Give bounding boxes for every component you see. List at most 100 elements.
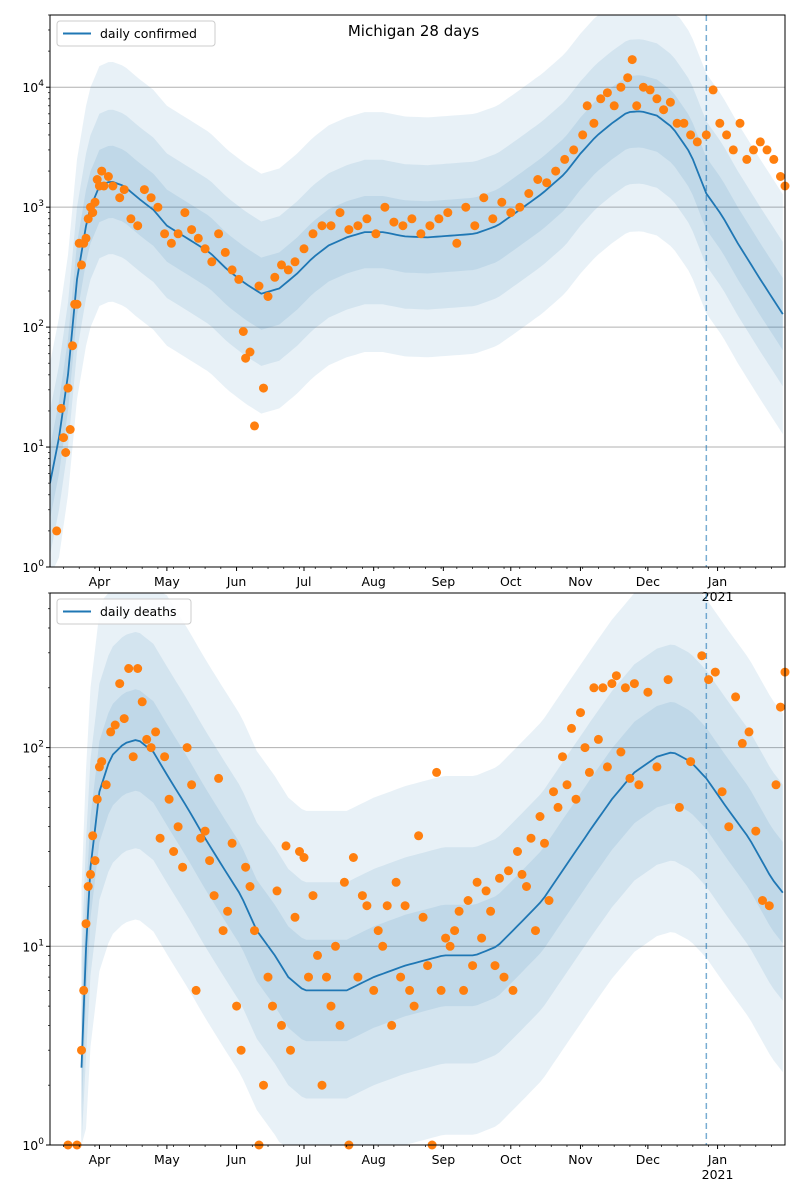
- data-point: [214, 773, 224, 783]
- data-point: [339, 877, 349, 887]
- data-point: [560, 154, 570, 164]
- data-point: [531, 926, 540, 936]
- data-point: [382, 901, 392, 911]
- data-point: [133, 221, 143, 231]
- data-point: [196, 833, 206, 843]
- data-point: [710, 667, 720, 677]
- data-point: [380, 202, 390, 212]
- data-point: [488, 214, 498, 224]
- data-point: [331, 941, 340, 951]
- data-point: [259, 1080, 268, 1090]
- data-point: [776, 172, 785, 181]
- data-point: [110, 720, 120, 730]
- data-point: [236, 1045, 246, 1055]
- data-point: [708, 85, 718, 95]
- data-point: [160, 752, 170, 762]
- data-point: [56, 403, 66, 413]
- data-point: [335, 1020, 345, 1030]
- data-point: [63, 383, 73, 393]
- data-point: [737, 738, 747, 748]
- data-point: [378, 941, 388, 951]
- data-point: [169, 847, 179, 856]
- data-point: [692, 137, 702, 147]
- data-point: [515, 202, 525, 212]
- data-point: [481, 886, 491, 896]
- data-point: [160, 229, 170, 239]
- data-point: [724, 822, 734, 832]
- data-point: [61, 448, 71, 457]
- data-point: [151, 727, 161, 737]
- data-point: [731, 692, 741, 702]
- data-point: [227, 265, 237, 275]
- data-point: [119, 714, 129, 724]
- data-point: [83, 214, 93, 224]
- data-point: [645, 85, 655, 95]
- data-point: [173, 229, 183, 239]
- data-point: [432, 767, 442, 777]
- data-point: [672, 118, 682, 128]
- observed-points: [63, 651, 790, 1150]
- data-point: [153, 202, 163, 212]
- data-point: [313, 950, 322, 960]
- data-point: [742, 154, 752, 164]
- data-point: [686, 130, 696, 140]
- data-point: [106, 727, 116, 737]
- data-point: [769, 154, 779, 164]
- data-point: [701, 130, 711, 140]
- data-point: [207, 257, 217, 267]
- data-point: [227, 838, 237, 848]
- data-point: [187, 225, 197, 235]
- data-point: [627, 55, 637, 65]
- data-point: [517, 869, 527, 879]
- data-point: [335, 208, 345, 218]
- data-point: [452, 238, 462, 248]
- data-point: [200, 244, 210, 254]
- uncertainty-band: [50, 15, 783, 567]
- data-point: [663, 675, 673, 685]
- data-point: [245, 347, 255, 357]
- data-point: [322, 972, 331, 982]
- data-point: [101, 780, 111, 790]
- data-point: [593, 734, 603, 744]
- data-point: [629, 679, 639, 689]
- data-point: [544, 896, 554, 905]
- data-point: [281, 841, 291, 851]
- data-point: [504, 866, 513, 876]
- x-tick-label: Sep: [432, 1152, 456, 1167]
- data-point: [620, 683, 630, 693]
- data-point: [357, 891, 367, 901]
- data-point: [405, 985, 415, 995]
- data-point: [362, 901, 372, 911]
- data-point: [755, 137, 765, 147]
- data-point: [722, 130, 732, 140]
- x-tick-label: Aug: [361, 1152, 385, 1167]
- data-point: [187, 780, 197, 790]
- data-point: [571, 794, 581, 804]
- data-point: [418, 912, 428, 922]
- data-point: [497, 197, 507, 207]
- data-point: [146, 193, 156, 203]
- data-point: [744, 727, 754, 737]
- data-point: [238, 327, 248, 336]
- data-point: [526, 833, 536, 843]
- data-point: [193, 233, 203, 243]
- data-point: [115, 193, 125, 203]
- data-point: [59, 433, 68, 443]
- data-point: [270, 272, 280, 282]
- data-point: [522, 882, 531, 891]
- data-point: [686, 757, 696, 767]
- data-point: [88, 208, 98, 218]
- data-point: [72, 299, 82, 309]
- data-point: [625, 773, 635, 783]
- data-point: [277, 260, 286, 270]
- data-point: [234, 274, 244, 284]
- uncertainty-band: [81, 632, 783, 1145]
- data-point: [569, 145, 579, 155]
- data-point: [68, 341, 77, 351]
- data-point: [513, 847, 522, 856]
- x-tick-label: Jun: [226, 574, 247, 589]
- data-point: [52, 526, 62, 536]
- data-point: [353, 972, 363, 982]
- data-point: [459, 985, 469, 995]
